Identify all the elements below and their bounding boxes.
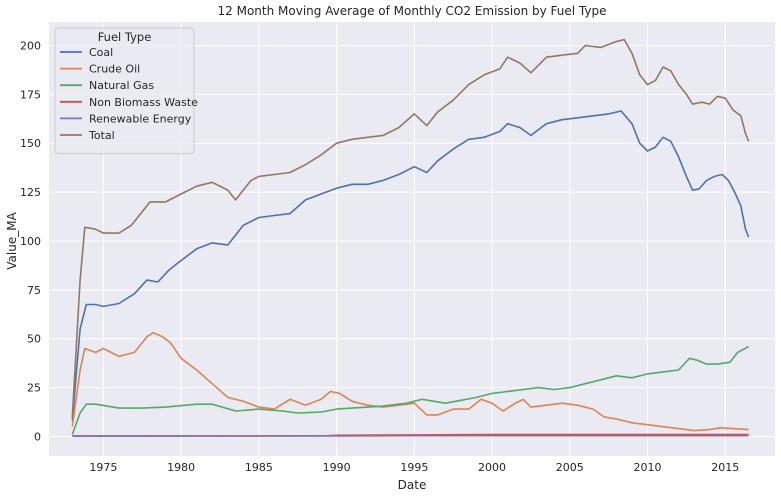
x-tick-label: 1990 [323,461,351,474]
legend-label-renewable-energy: Renewable Energy [89,112,192,125]
series-line-crude-oil [71,332,749,432]
y-tick-label: 75 [27,284,41,297]
x-tick-label: 1985 [245,461,273,474]
y-tick-label: 125 [20,186,41,199]
x-axis-title: Date [398,478,427,492]
y-tick-label: 50 [27,333,41,346]
x-tick-label: 1995 [400,461,428,474]
legend-label-crude-oil: Crude Oil [89,63,140,76]
legend-label-non-biomass-waste: Non Biomass Waste [89,96,198,109]
series-lines [71,38,750,437]
legend: Fuel Type Coal Crude Oil Natural Gas Non Bi… [54,27,198,155]
chart-title: 12 Month Moving Average of Monthly CO2 E… [218,4,607,18]
legend-label-natural-gas: Natural Gas [89,79,154,92]
y-tick-label: 25 [27,382,41,395]
y-tick-label: 100 [20,235,41,248]
x-tick-label: 1980 [167,461,195,474]
y-tick-label: 0 [34,430,41,443]
series-line-total [71,38,750,417]
x-tick-label: 1975 [89,461,117,474]
legend-label-coal: Coal [89,46,113,59]
x-tick-label: 2005 [556,461,584,474]
y-axis-title: Value_MA [5,211,19,269]
legend-label-total: Total [88,129,115,142]
series-line-natural-gas [71,345,749,435]
y-tick-label: 175 [20,88,41,101]
series-line-coal [71,110,750,421]
x-tick-label: 2010 [634,461,662,474]
y-tick-label: 150 [20,137,41,150]
y-tick-label: 200 [20,39,41,52]
x-tick-label: 2000 [478,461,506,474]
legend-box [54,27,195,155]
x-tick-label: 2015 [711,461,739,474]
legend-title: Fuel Type [98,30,152,44]
tick-labels: 1975 1980 1985 1990 1995 2000 2005 2010 2015 0 25 5… [20,39,739,474]
